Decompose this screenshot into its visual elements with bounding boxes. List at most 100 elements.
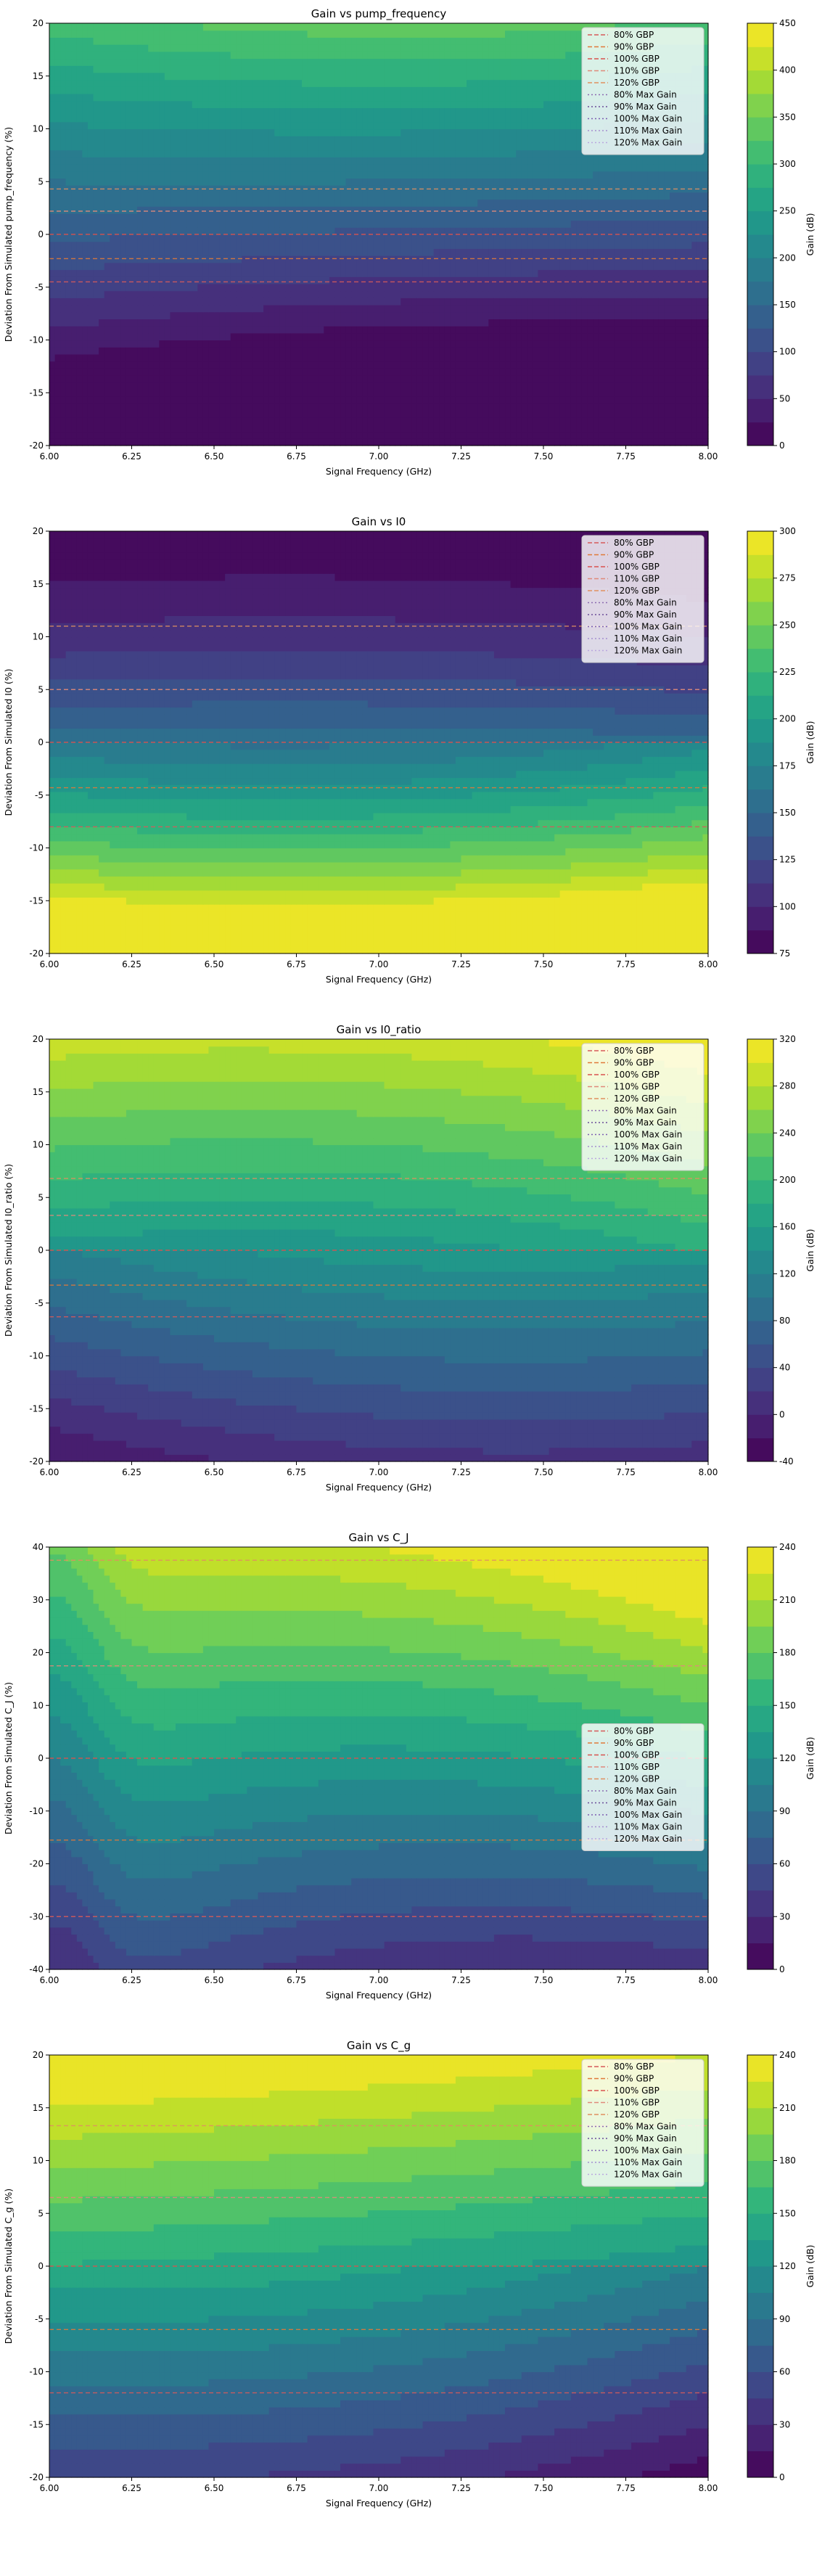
y-tick-label: 10	[33, 2156, 44, 2166]
y-tick-label: 10	[33, 1140, 44, 1150]
colorbar-band	[747, 2134, 773, 2161]
colorbar-band	[747, 602, 773, 625]
colorbar-tick-label: 210	[779, 1595, 796, 1605]
legend-entry: 100% GBP	[614, 1070, 660, 1080]
x-tick-label: 7.50	[534, 959, 554, 969]
legend-entry: 120% Max Gain	[614, 1154, 682, 1164]
x-tick-label: 8.00	[699, 451, 718, 462]
y-tick-label: 20	[33, 526, 44, 536]
colorbar-band	[747, 2213, 773, 2240]
colorbar-band	[747, 1705, 773, 1732]
colorbar-tick-label: 180	[779, 1648, 796, 1658]
colorbar-band	[747, 1203, 773, 1227]
x-tick-label: 8.00	[699, 2483, 718, 2493]
colorbar-tick-label: -40	[779, 1456, 794, 1467]
colorbar-band	[747, 23, 773, 47]
colorbar-tick-label: 50	[779, 393, 790, 403]
colorbar-band	[747, 1109, 773, 1133]
colorbar-band	[747, 789, 773, 813]
colorbar-tick-label: 150	[779, 808, 796, 818]
legend-entry: 110% Max Gain	[614, 633, 682, 644]
chart-panel-1: 6.00 6.25 6.50 6.75 7.00 7.25 7.50 7.75 8.00-20-…	[3, 7, 816, 477]
x-tick-label: 6.00	[40, 1975, 59, 1985]
y-tick-label: 5	[38, 2208, 44, 2218]
y-tick-label: -15	[29, 387, 44, 398]
colorbar-band	[747, 554, 773, 578]
colorbar-band	[747, 258, 773, 282]
y-tick-label: 5	[38, 176, 44, 186]
colorbar-tick-label: 125	[779, 855, 796, 865]
legend-entry: 80% Max Gain	[614, 90, 677, 100]
colorbar-tick-label: 80	[779, 1316, 790, 1326]
x-tick-label: 6.50	[205, 959, 224, 969]
colorbar-band	[747, 1547, 773, 1574]
legend-entry: 80% Max Gain	[614, 1106, 677, 1116]
colorbar-band	[747, 1438, 773, 1462]
colorbar-tick-label: 160	[779, 1222, 796, 1232]
y-tick-label: -10	[29, 335, 44, 345]
x-tick-label: 7.25	[451, 451, 471, 462]
legend-entry: 110% GBP	[614, 1762, 660, 1772]
colorbar-band	[747, 766, 773, 789]
colorbar-band	[747, 2108, 773, 2135]
colorbar-band	[747, 2398, 773, 2425]
legend-entry: 100% Max Gain	[614, 2146, 682, 2156]
legend-entry: 120% Max Gain	[614, 646, 682, 656]
colorbar-band	[747, 930, 773, 954]
chart-panel-4: 6.00 6.25 6.50 6.75 7.00 7.25 7.50 7.75 8.00-40-…	[3, 1531, 816, 2001]
colorbar-tick-label: 0	[779, 1964, 785, 1974]
colorbar-tick-label: 150	[779, 1700, 796, 1710]
colorbar-band	[747, 1758, 773, 1785]
colorbar-tick-label: 150	[779, 300, 796, 310]
colorbar-label: Gain (dB)	[805, 721, 816, 764]
legend-entry: 90% Max Gain	[614, 610, 677, 620]
x-tick-label: 7.00	[369, 2483, 389, 2493]
legend-entry: 110% GBP	[614, 2098, 660, 2108]
colorbar-band	[747, 2187, 773, 2214]
colorbar-band	[747, 1180, 773, 1204]
legend-entry: 120% GBP	[614, 78, 660, 88]
colorbar-band	[747, 2055, 773, 2082]
colorbar-label: Gain (dB)	[805, 213, 816, 256]
x-tick-label: 7.50	[534, 2483, 554, 2493]
x-axis-label: Signal Frequency (GHz)	[326, 1990, 432, 2001]
colorbar-band	[747, 625, 773, 649]
legend-entry: 90% GBP	[614, 1738, 654, 1748]
x-tick-label: 7.25	[451, 959, 471, 969]
y-tick-label: 10	[33, 1700, 44, 1710]
x-tick-label: 6.00	[40, 451, 59, 462]
colorbar-band	[747, 1414, 773, 1438]
colorbar-tick-label: 90	[779, 2314, 790, 2324]
y-axis-label: Deviation From Simulated I0_ratio (%)	[3, 1164, 14, 1337]
legend-entry: 100% Max Gain	[614, 622, 682, 632]
colorbar-band	[747, 1344, 773, 1368]
legend-entry: 90% GBP	[614, 1058, 654, 1068]
colorbar-tick-label: 240	[779, 1542, 796, 1552]
colorbar-band	[747, 860, 773, 884]
legend-entry: 80% GBP	[614, 2062, 654, 2072]
colorbar-band	[747, 117, 773, 141]
y-tick-label: 40	[33, 1542, 44, 1552]
colorbar-label: Gain (dB)	[805, 2245, 816, 2288]
y-tick-label: -20	[29, 2472, 44, 2482]
colorbar-band	[747, 94, 773, 118]
colorbar-band	[747, 2240, 773, 2267]
y-tick-label: 0	[38, 229, 44, 239]
x-tick-label: 6.50	[205, 451, 224, 462]
colorbar-tick-label: 175	[779, 760, 796, 771]
legend-entry: 90% Max Gain	[614, 102, 677, 112]
colorbar-band	[747, 234, 773, 258]
x-tick-label: 7.50	[534, 1975, 554, 1985]
colorbar-band	[747, 187, 773, 211]
legend-entry: 110% Max Gain	[614, 1141, 682, 1152]
y-tick-label: -30	[29, 1911, 44, 1921]
colorbar-tick-label: 0	[779, 440, 785, 451]
y-tick-label: 0	[38, 2261, 44, 2271]
